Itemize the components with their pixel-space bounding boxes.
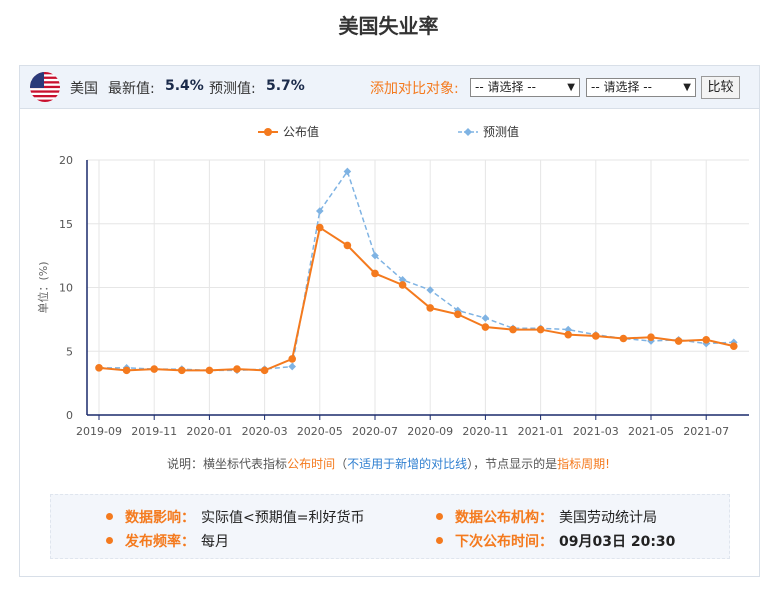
actual-point	[702, 335, 710, 344]
next-release-item: 下次公布时间： 09月03日 20:30	[436, 531, 675, 551]
legend-label-actual: 公布值	[283, 124, 319, 139]
y-tick-label: 10	[59, 282, 73, 295]
page-title: 美国失业率	[338, 14, 439, 38]
forecast-point	[371, 251, 379, 260]
note-part-2: 公布时间	[287, 457, 336, 471]
y-axis-label: 单位：(%)	[36, 261, 50, 313]
x-tick-label: 2020-01	[186, 425, 232, 438]
x-tick-label: 2021-01	[518, 425, 564, 438]
legend-marker-forecast	[464, 128, 472, 136]
note-part-3: （	[335, 457, 348, 471]
series-line-actual	[98, 225, 735, 372]
impact-label: 数据影响：	[125, 510, 195, 526]
info-box: 数据影响： 实际值<预期值=利好货币 发布频率： 每月 数据公布机构： 美国劳动统计局…	[50, 494, 730, 559]
compare-label: 添加对比对象:	[370, 81, 459, 97]
forecast-value: 5.7%	[266, 78, 305, 94]
chevron-down-icon: ▼	[683, 82, 691, 93]
frequency-value: 每月	[201, 534, 229, 550]
note-part-1: 说明：横坐标代表指标	[167, 457, 288, 471]
forecast-point	[647, 337, 655, 345]
actual-point	[536, 325, 545, 334]
note-part-6: 指标周期	[557, 457, 606, 471]
actual-point	[398, 281, 407, 289]
forecast-point	[426, 286, 434, 294]
actual-point	[674, 337, 683, 345]
actual-point	[647, 333, 655, 342]
us-flag-icon	[30, 72, 60, 102]
actual-point	[509, 325, 517, 334]
forecast-point	[481, 314, 490, 322]
bullet-dot	[106, 512, 113, 520]
actual-point	[122, 366, 131, 375]
actual-point	[454, 310, 462, 319]
panel-header: 美国 最新值: 5.4% 预测值: 5.7% 添加对比对象: -- 请选择 --…	[20, 66, 759, 109]
country-name: 美国	[70, 81, 98, 97]
x-tick-label: 2021-03	[573, 425, 619, 438]
next-release-label: 下次公布时间：	[455, 534, 553, 550]
compare-select-1[interactable]: -- 请选择 -- ▼	[470, 78, 580, 97]
actual-point	[150, 365, 158, 373]
actual-point	[260, 366, 269, 375]
compare-select-2[interactable]: -- 请选择 -- ▼	[586, 78, 696, 97]
compare-button[interactable]: 比较	[701, 76, 740, 99]
agency-item: 数据公布机构： 美国劳动统计局	[436, 507, 657, 527]
x-tick-label: 2020-11	[462, 425, 508, 438]
chevron-down-icon: ▼	[567, 82, 575, 93]
bullet-dot	[106, 536, 113, 544]
y-tick-label: 20	[59, 154, 73, 167]
chart-note: 说明：横坐标代表指标公布时间（不适用于新增的对比线），节点显示的是指标周期!	[0, 455, 777, 472]
actual-point	[233, 365, 241, 373]
agency-label: 数据公布机构：	[455, 510, 553, 526]
agency-value: 美国劳动统计局	[559, 510, 657, 526]
x-tick-label: 2020-05	[297, 425, 343, 438]
actual-point	[371, 269, 379, 278]
bullet-dot	[436, 536, 443, 544]
chart-panel: 美国 最新值: 5.4% 预测值: 5.7% 添加对比对象: -- 请选择 --…	[19, 65, 760, 577]
x-tick-label: 2020-07	[352, 425, 398, 438]
legend-marker-actual	[264, 128, 272, 136]
compare-select-2-value: -- 请选择 --	[591, 80, 652, 94]
y-tick-label: 15	[59, 218, 73, 231]
frequency-item: 发布频率： 每月	[106, 531, 229, 551]
note-part-5: ），节点显示的是	[467, 457, 558, 471]
y-tick-label: 5	[66, 345, 73, 358]
actual-point	[481, 323, 490, 331]
x-tick-label: 2019-09	[76, 425, 122, 438]
next-release-value: 09月03日 20:30	[559, 534, 676, 550]
actual-point	[592, 332, 600, 340]
frequency-label: 发布频率：	[125, 534, 195, 550]
bullet-dot	[436, 512, 443, 520]
actual-point	[205, 366, 214, 375]
x-tick-label: 2021-05	[628, 425, 674, 438]
actual-point	[343, 241, 352, 250]
actual-point	[316, 223, 324, 232]
forecast-point	[316, 207, 324, 215]
x-tick-label: 2020-03	[242, 425, 288, 438]
actual-point	[619, 334, 628, 343]
unemployment-line-chart: 0 5 10 15 20 2019-09 2019-11 2020-01 2020-03 2020…	[36, 124, 749, 438]
actual-point	[95, 364, 103, 372]
actual-point	[564, 330, 572, 339]
x-tick-label: 2019-11	[131, 425, 177, 438]
forecast-point	[343, 167, 352, 176]
forecast-point	[288, 362, 296, 371]
compare-select-1-value: -- 请选择 --	[475, 80, 536, 94]
note-part-7: !	[605, 457, 610, 471]
x-tick-label: 2021-07	[683, 425, 729, 438]
x-tick-label: 2020-09	[407, 425, 453, 438]
impact-value: 实际值<预期值=利好货币	[201, 510, 365, 526]
latest-label: 最新值:	[108, 81, 155, 97]
actual-point	[288, 355, 297, 363]
impact-item: 数据影响： 实际值<预期值=利好货币	[106, 507, 364, 527]
forecast-label: 预测值:	[209, 81, 256, 97]
latest-value: 5.4%	[165, 78, 204, 94]
y-tick-label: 0	[66, 409, 73, 422]
actual-point	[178, 366, 186, 375]
legend-label-forecast: 预测值	[483, 124, 519, 139]
actual-point	[426, 304, 435, 312]
note-part-4: 不适用于新增的对比线	[347, 457, 468, 471]
series-line-forecast	[99, 169, 734, 372]
actual-point	[730, 342, 738, 350]
